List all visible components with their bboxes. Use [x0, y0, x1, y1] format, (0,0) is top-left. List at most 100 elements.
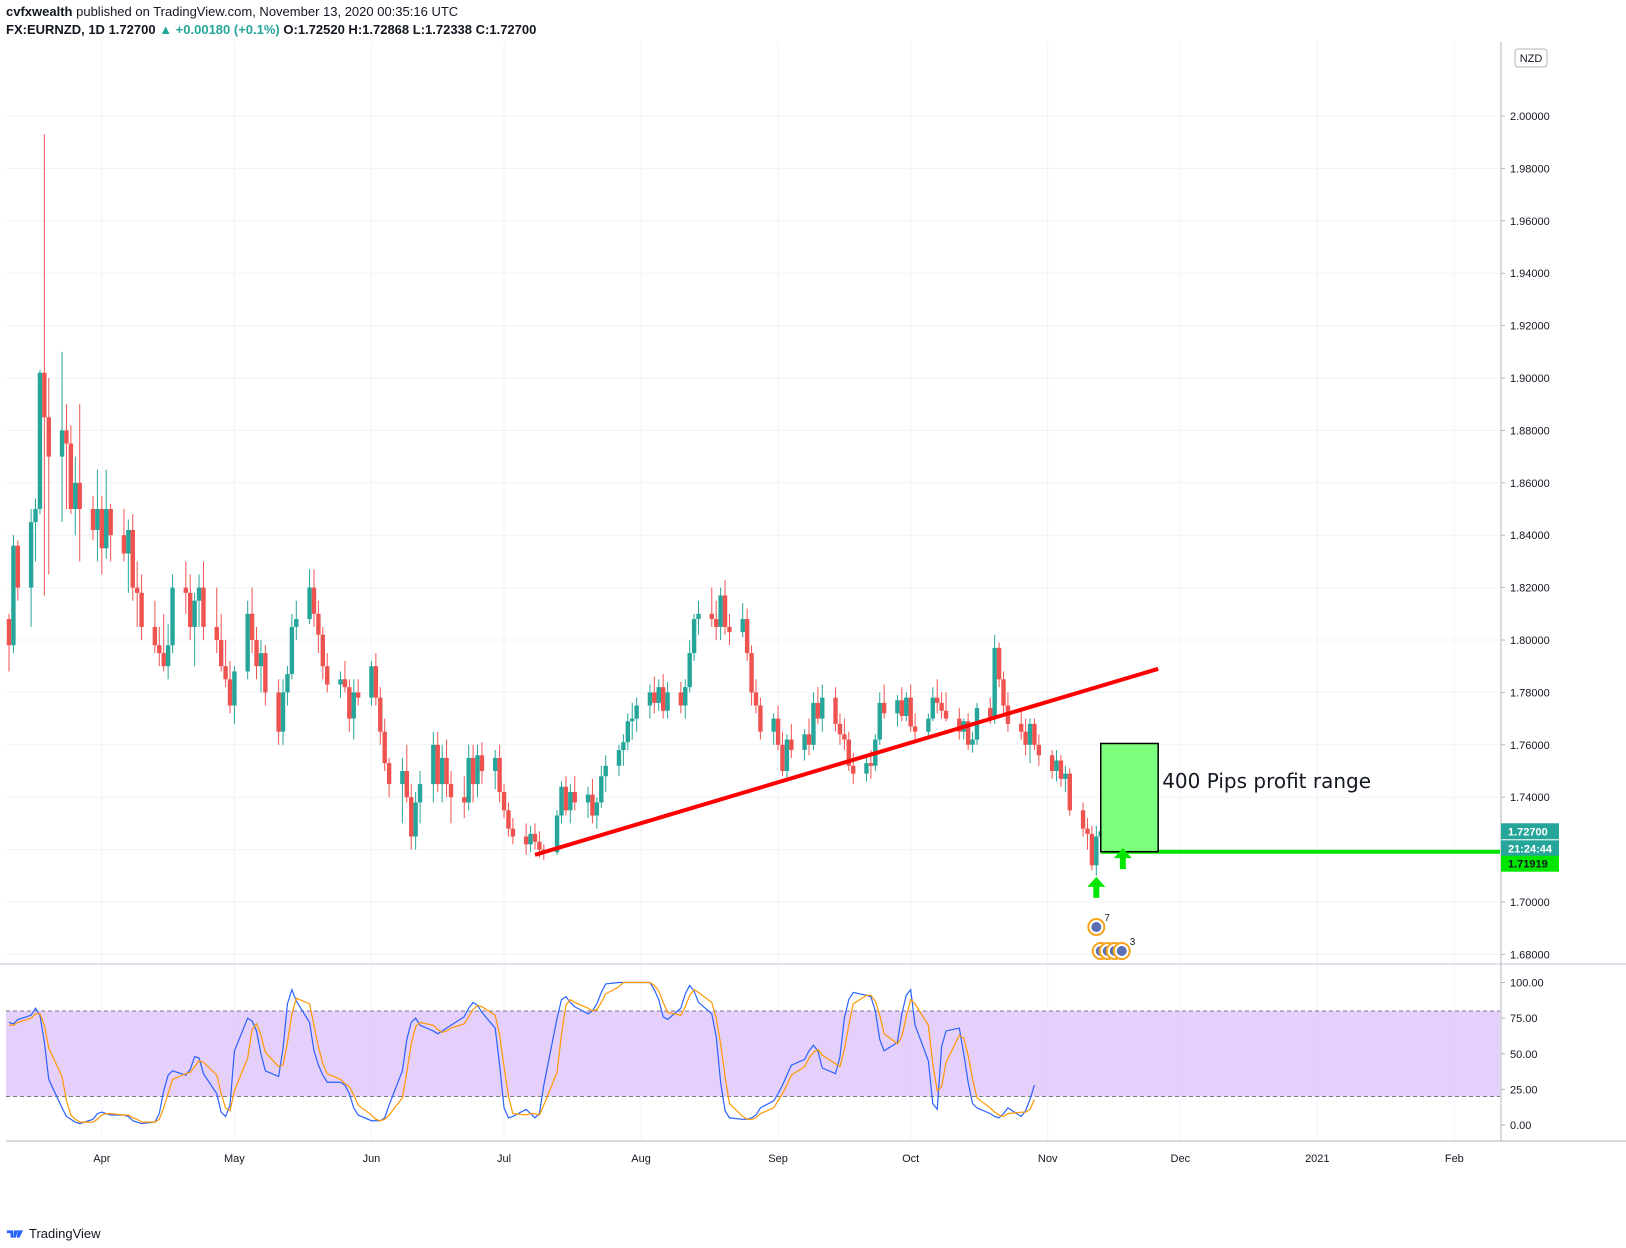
candle-body: [811, 702, 816, 745]
candle-body: [254, 640, 259, 667]
candle: [289, 613, 295, 680]
time-tick-label: Jul: [497, 1153, 511, 1165]
candle-body: [355, 692, 361, 698]
candle-body: [386, 763, 392, 785]
price-tick-label: 1.78000: [1510, 687, 1550, 699]
candle: [842, 718, 847, 751]
currency-badge[interactable]: NZD: [1514, 48, 1548, 68]
candle: [1080, 802, 1086, 837]
candle: [939, 692, 944, 719]
candle-body: [775, 718, 781, 745]
candle-body: [347, 687, 352, 719]
price-tick-label: 1.68000: [1510, 949, 1550, 961]
candle-body: [881, 702, 887, 714]
time-tick-label: May: [224, 1153, 245, 1165]
candle-body: [325, 666, 330, 685]
candle-body: [1080, 810, 1086, 829]
stoch-tick-label: 0.00: [1510, 1120, 1531, 1132]
candle: [355, 679, 361, 706]
candle: [386, 757, 392, 798]
event-count: 7: [1104, 913, 1110, 924]
candle-body: [444, 757, 449, 785]
candle-body: [316, 613, 321, 635]
candle-body: [417, 784, 423, 803]
candle-body: [413, 802, 418, 837]
candle: [126, 519, 131, 593]
candle: [594, 797, 600, 829]
candle-body: [877, 702, 882, 740]
candle-body: [842, 734, 847, 740]
candle: [59, 351, 65, 523]
candle: [603, 755, 608, 792]
candle: [466, 744, 471, 811]
candle: [64, 404, 69, 509]
footer-brand[interactable]: TradingView: [29, 1226, 101, 1241]
candle-body: [634, 705, 639, 719]
candle: [683, 679, 688, 719]
candle: [347, 679, 352, 732]
candle-body: [378, 697, 383, 732]
candle-body: [475, 755, 480, 785]
candle-body: [258, 653, 264, 667]
candle-body: [104, 509, 109, 549]
candle: [815, 687, 821, 724]
candle-body: [506, 810, 511, 829]
price-labels: 1.72700 21:24:44 1.71919: [1501, 823, 1559, 872]
candle: [740, 603, 745, 638]
economic-event-icon[interactable]: 3: [1091, 937, 1136, 960]
candle: [687, 640, 692, 693]
candle-body: [904, 697, 909, 716]
candle: [691, 613, 697, 661]
candles: [6, 134, 1103, 876]
published-text: published on TradingView.com, November 1…: [76, 4, 459, 19]
candle: [378, 687, 383, 745]
currency-badge-box[interactable]: [1514, 48, 1548, 68]
candle: [621, 734, 626, 766]
candle-body: [935, 697, 940, 703]
profit-range-label: 400 Pips profit range: [1162, 769, 1371, 793]
candle-body: [1054, 760, 1059, 771]
candle-body: [537, 841, 542, 850]
tradingview-logo-icon: [6, 1229, 24, 1238]
candle: [616, 744, 622, 777]
candle: [280, 679, 286, 745]
candle-body: [493, 757, 498, 771]
candle: [665, 681, 670, 719]
candle: [373, 653, 379, 706]
events: 73: [1087, 913, 1136, 960]
economic-event-icon[interactable]: 7: [1087, 913, 1110, 936]
trendline[interactable]: [534, 666, 1159, 857]
candle: [15, 540, 21, 601]
candle: [996, 642, 1002, 688]
candle: [660, 674, 666, 719]
candle-body: [930, 697, 935, 719]
candle: [696, 600, 701, 635]
candle-body: [988, 708, 993, 719]
candle: [559, 781, 564, 824]
candle: [510, 818, 516, 845]
candle: [926, 713, 931, 740]
candle: [895, 695, 900, 727]
candle: [1058, 755, 1064, 787]
candle: [99, 495, 105, 575]
candle: [744, 608, 750, 661]
candle: [46, 378, 51, 575]
time-tick-label: Apr: [93, 1153, 110, 1165]
price-tick-label: 2.00000: [1510, 111, 1550, 123]
candle-body: [218, 640, 224, 667]
time-tick-label: Feb: [1445, 1153, 1464, 1165]
candle-body: [11, 545, 16, 646]
candle: [965, 713, 971, 751]
candle-body: [139, 592, 144, 627]
stoch-d-line: [9, 981, 1035, 1123]
candle: [130, 514, 135, 601]
candle-body: [68, 443, 74, 509]
candle-body: [660, 687, 666, 711]
candle-body: [965, 721, 971, 745]
author-name[interactable]: cvfxwealth: [6, 4, 73, 19]
candle: [1049, 750, 1055, 779]
candle: [930, 687, 935, 722]
candle: [134, 561, 140, 627]
profit-range-box[interactable]: [1099, 742, 1159, 853]
